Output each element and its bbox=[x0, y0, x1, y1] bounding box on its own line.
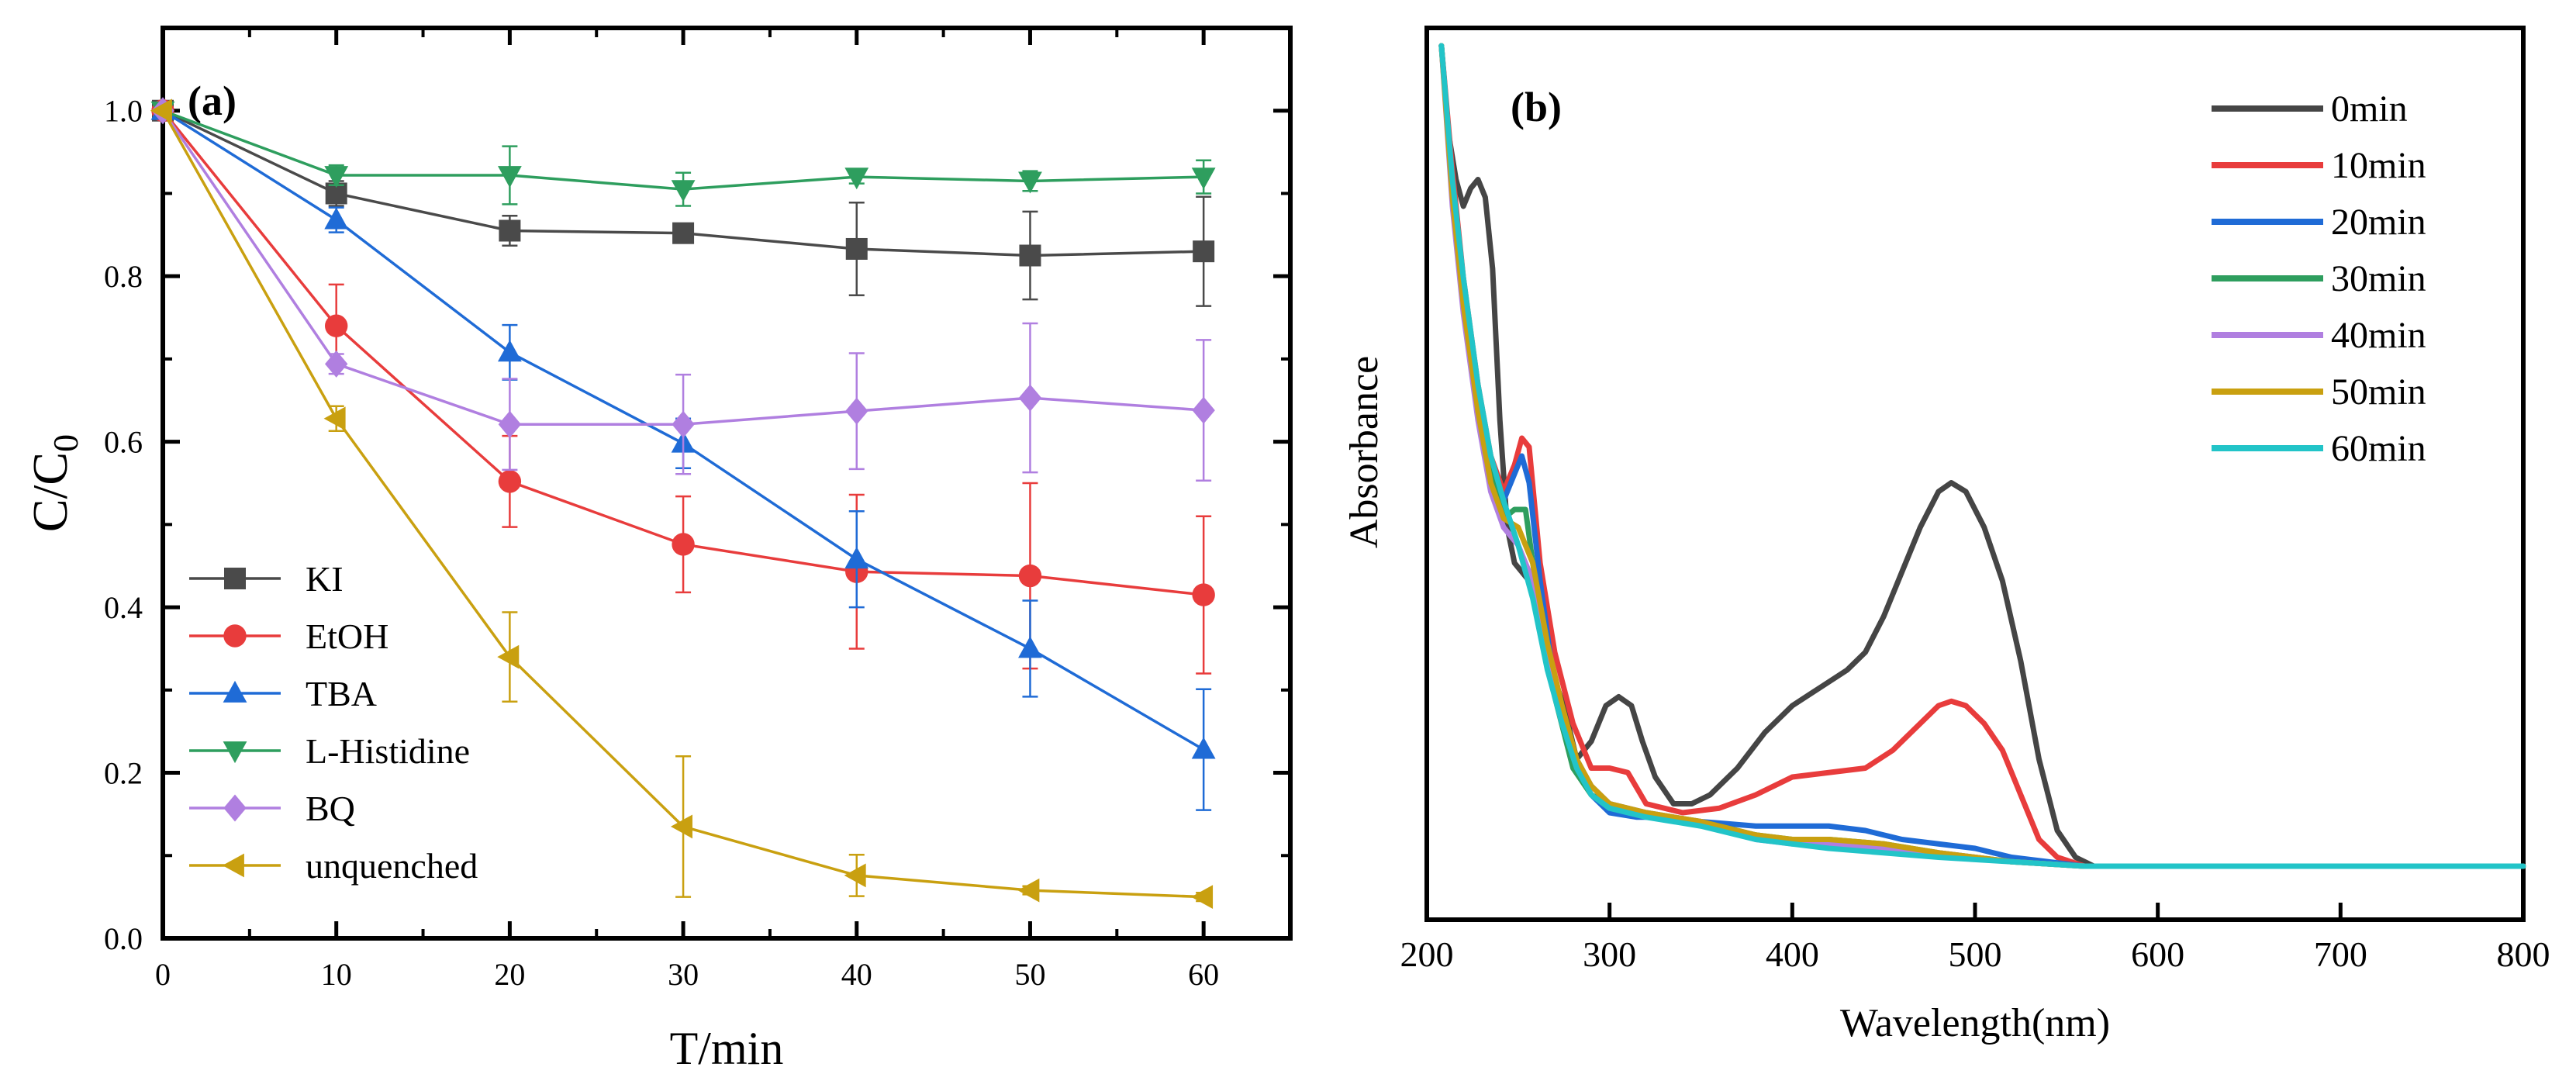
legend-label: KI bbox=[306, 559, 344, 599]
data-point bbox=[844, 863, 866, 888]
data-point bbox=[1018, 564, 1042, 588]
series-l-histidine bbox=[150, 101, 1216, 207]
data-point bbox=[1191, 168, 1216, 190]
x-tick-label-a: 60 bbox=[1188, 957, 1219, 992]
legend-marker bbox=[223, 624, 247, 648]
legend-label: 40min bbox=[2331, 315, 2426, 356]
legend-label: EtOH bbox=[306, 616, 388, 656]
data-point bbox=[498, 410, 522, 438]
legend-label: 10min bbox=[2331, 145, 2426, 186]
x-tick-label-b: 300 bbox=[1583, 934, 1636, 974]
y-tick-label-a: 0.4 bbox=[104, 590, 143, 625]
x-tick-label-b: 200 bbox=[1400, 934, 1454, 974]
legend-label: 60min bbox=[2331, 428, 2426, 469]
x-tick-label-b: 500 bbox=[1949, 934, 2002, 974]
y-tick-label-a: 0.6 bbox=[104, 425, 143, 460]
data-point bbox=[498, 470, 522, 493]
data-point bbox=[672, 533, 695, 556]
data-point bbox=[497, 340, 522, 362]
data-point bbox=[324, 350, 348, 378]
y-tick-label-a: 0.8 bbox=[104, 259, 143, 294]
legend-label: L-Histidine bbox=[306, 731, 470, 771]
data-point bbox=[844, 168, 869, 190]
data-point bbox=[324, 166, 349, 188]
y-axis-label-a: C/C0 bbox=[22, 434, 85, 532]
legend-label: TBA bbox=[306, 674, 377, 713]
x-tick-label-a: 50 bbox=[1014, 957, 1045, 992]
data-point bbox=[1019, 244, 1041, 267]
x-tick-label-b: 800 bbox=[2497, 934, 2550, 974]
data-point bbox=[324, 207, 349, 230]
y-tick-label-a: 0.2 bbox=[104, 756, 143, 791]
data-point bbox=[1191, 885, 1214, 910]
data-point bbox=[324, 314, 348, 337]
spectrum-0min bbox=[1438, 43, 2526, 869]
panel-b: (b) Wavelength(nm) Absorbance 200 300 400 5… bbox=[1342, 26, 2550, 1045]
x-tick-label-a: 0 bbox=[155, 957, 171, 992]
x-tick-label-a: 30 bbox=[668, 957, 699, 992]
data-point bbox=[1192, 583, 1215, 606]
data-point bbox=[671, 180, 696, 202]
data-point bbox=[499, 219, 521, 242]
legend-marker bbox=[223, 794, 247, 822]
x-tick-label-b: 600 bbox=[2131, 934, 2184, 974]
legend-marker bbox=[223, 680, 247, 703]
data-point bbox=[1017, 878, 1040, 903]
data-point bbox=[672, 222, 695, 244]
data-point bbox=[845, 237, 868, 260]
x-tick-label-a: 20 bbox=[494, 957, 525, 992]
x-axis-label-b: Wavelength(nm) bbox=[1840, 1001, 2110, 1045]
spectrum-10min bbox=[1438, 43, 2526, 869]
data-point bbox=[1018, 171, 1042, 194]
data-point bbox=[1191, 737, 1216, 759]
series-unquenched bbox=[150, 98, 1214, 910]
data-point bbox=[1193, 240, 1215, 263]
x-axis-label-a: T/min bbox=[670, 1023, 784, 1074]
data-point bbox=[1018, 384, 1042, 412]
legend-marker bbox=[223, 741, 247, 764]
legend-label: 30min bbox=[2331, 258, 2426, 299]
legend-label: unquenched bbox=[306, 846, 478, 886]
legend-label: BQ bbox=[306, 789, 355, 828]
series-bq bbox=[151, 97, 1215, 482]
legend-marker bbox=[224, 568, 246, 589]
x-tick-label-b: 400 bbox=[1766, 934, 1819, 974]
y-axis-label-a-main: C/C bbox=[22, 452, 78, 532]
panel-label-a: (a) bbox=[188, 78, 237, 124]
x-tick-label-a: 10 bbox=[321, 957, 352, 992]
panel-a: (a) T/min C/C0 0 10 20 30 40 50 600.00.20.40.6… bbox=[22, 26, 1293, 1074]
x-tick-label-b: 700 bbox=[2314, 934, 2367, 974]
data-point bbox=[497, 166, 522, 188]
x-tick-label-a: 40 bbox=[841, 957, 872, 992]
y-axis-label-a-sub: 0 bbox=[46, 434, 85, 452]
data-point bbox=[323, 406, 346, 431]
y-tick-label-a: 1.0 bbox=[104, 94, 143, 129]
data-point bbox=[150, 98, 172, 123]
legend-label: 20min bbox=[2331, 202, 2426, 243]
data-point bbox=[670, 814, 692, 839]
legend-label: 50min bbox=[2331, 371, 2426, 413]
data-point bbox=[1018, 636, 1042, 658]
data-point bbox=[844, 547, 869, 569]
data-point bbox=[845, 397, 868, 425]
data-point bbox=[1192, 396, 1215, 424]
data-point bbox=[672, 410, 695, 438]
panel-label-b: (b) bbox=[1511, 84, 1562, 130]
data-point bbox=[497, 644, 520, 669]
plot-frame-a bbox=[161, 26, 1293, 941]
spectrum-60min bbox=[1438, 43, 2526, 869]
legend-label: 0min bbox=[2331, 88, 2408, 130]
legend-marker bbox=[222, 853, 244, 878]
y-tick-label-a: 0.0 bbox=[104, 921, 143, 956]
y-axis-label-b: Absorbance bbox=[1342, 356, 1386, 548]
